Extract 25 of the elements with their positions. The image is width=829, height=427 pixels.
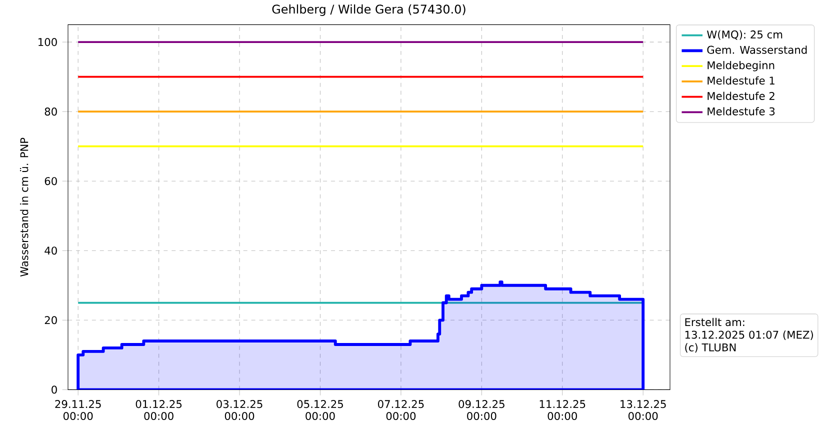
- text: 13.12.2025 01:07 (MEZ): [685, 330, 813, 340]
- y-tick-label: 0: [52, 386, 57, 394]
- text: Erstellt am:: [685, 318, 744, 326]
- x-tick-label: 29.11.25 00:00: [55, 400, 101, 420]
- y-tick-label: 20: [44, 316, 57, 324]
- x-tick-label: 11.12.25 00:00: [540, 400, 586, 420]
- y-tick-label: 40: [44, 246, 57, 255]
- x-tick-label: 07.12.25 00:00: [378, 400, 424, 420]
- x-tick-label: 01.12.25 00:00: [136, 400, 182, 420]
- legend-label: Meldestufe 1: [708, 76, 774, 85]
- legend-label: Gem. Wasserstand: [707, 46, 807, 54]
- legend-label: W(MQ): 25 cm: [706, 30, 782, 40]
- x-tick-label: 03.12.25 00:00: [216, 400, 262, 420]
- y-axis-title: Wasserstand in cm ü. PNP: [20, 138, 28, 277]
- text: (c) TLUBN: [685, 343, 736, 353]
- y-tick-label: 60: [44, 177, 57, 186]
- y-tick-label: 100: [38, 38, 57, 46]
- legend-label: Meldestufe 3: [708, 107, 775, 116]
- y-tick-label: 80: [44, 108, 57, 116]
- chart-title: Gehlberg / Wilde Gera (57430.0): [272, 4, 466, 16]
- x-tick-label: 13.12.25 00:00: [620, 400, 666, 420]
- x-tick-label: 05.12.25 00:00: [297, 400, 343, 420]
- x-tick-label: 09.12.25 00:00: [458, 400, 504, 420]
- legend-label: Meldestufe 2: [708, 92, 774, 100]
- legend-label: Meldebeginn: [708, 61, 774, 72]
